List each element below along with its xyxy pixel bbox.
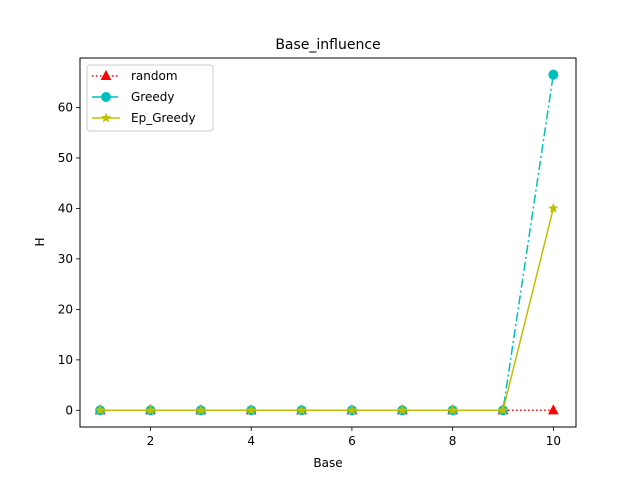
legend-item: random (92, 69, 178, 83)
axes-frame (79, 57, 577, 428)
legend-box (86, 64, 214, 132)
x-tick-label: 4 (247, 434, 255, 448)
data-point (397, 404, 408, 415)
y-tick-label: 0 (65, 403, 73, 417)
y-tick-label: 30 (58, 252, 73, 266)
legend: random Greedy Ep_Greedy (86, 64, 214, 132)
legend-marker (100, 112, 112, 123)
x-axis-label: Base (313, 456, 342, 470)
legend-label: random (131, 69, 178, 83)
data-point (447, 404, 458, 415)
axes: 2 4 6 8 10 0 10 20 30 40 50 60 (58, 100, 561, 448)
y-tick-label: 10 (58, 353, 73, 367)
legend-label: Ep_Greedy (131, 111, 196, 125)
legend-marker (101, 92, 111, 102)
data-point (548, 202, 559, 213)
data-point (195, 404, 207, 415)
data-point (548, 404, 559, 415)
data-point (245, 404, 257, 415)
data-point (94, 404, 106, 415)
series-line (100, 208, 555, 412)
legend-label: Greedy (131, 90, 174, 104)
data-point (548, 69, 559, 80)
x-tick-label: 6 (348, 434, 356, 448)
data-point (296, 404, 307, 415)
y-tick-label: 40 (58, 201, 73, 215)
x-tick-label: 2 (147, 434, 155, 448)
x-tick-label: 8 (449, 434, 457, 448)
y-tick-label: 60 (58, 100, 73, 114)
chart-title: Base_influence (275, 37, 380, 53)
y-axis-label: H (33, 237, 47, 246)
data-point (145, 404, 156, 415)
legend-marker (100, 69, 112, 80)
plot-area (94, 69, 559, 416)
y-tick-label: 50 (58, 151, 73, 165)
x-tick-label: 10 (546, 434, 561, 448)
y-tick-label: 20 (58, 302, 73, 316)
series-ep-greedy (94, 202, 559, 415)
legend-item: Greedy (92, 90, 174, 104)
legend-item: Ep_Greedy (92, 111, 196, 125)
data-point (346, 404, 358, 415)
data-point (497, 404, 509, 415)
